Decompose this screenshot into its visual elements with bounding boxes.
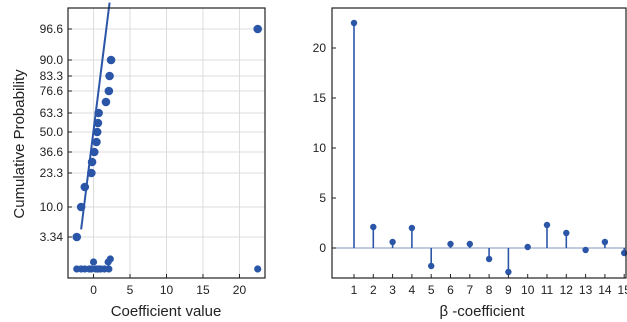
- probability-plot-y-label: Cumulative Probability: [11, 69, 28, 219]
- probability-plot-x-label: Coefficient value: [111, 303, 222, 320]
- stem-head-5: [428, 262, 435, 270]
- data-point-6: [92, 137, 101, 147]
- y-tick-label-5: 63.3: [40, 106, 64, 120]
- stem-head-2: [370, 223, 377, 231]
- data-point-11: [104, 86, 114, 96]
- probability-plot-marks: [72, 2, 263, 273]
- x-tick-label-2: 2: [370, 283, 377, 297]
- stem-head-14: [601, 238, 609, 246]
- data-point-2: [80, 182, 90, 192]
- y-tick-label-9: 96.6: [40, 22, 64, 36]
- x-tick-label-6: 6: [447, 283, 454, 297]
- x-tick-label-14: 14: [598, 283, 612, 297]
- data-point-1: [76, 202, 86, 212]
- y-tick-label-6: 76.6: [40, 84, 64, 98]
- y-tick-label-2: 10: [313, 141, 327, 155]
- bottom-point-12: [105, 265, 113, 273]
- probability-plot-y-ticks: 3.34 10.0 23.3 36.6 50.0 63.3 76.683.3 90.0 96.6: [40, 22, 72, 244]
- data-point-7: [92, 127, 102, 137]
- stem-head-13: [582, 246, 589, 254]
- data-point-9: [94, 108, 103, 118]
- y-tick-label-4: 20: [313, 41, 327, 55]
- stem-head-4: [408, 224, 416, 232]
- x-tick-label-4: 4: [409, 283, 416, 297]
- bottom-point-14: [254, 265, 262, 273]
- x-tick-label-15: 15: [618, 283, 627, 297]
- stem-plot-frame: [331, 7, 627, 279]
- stem-head-10: [524, 243, 531, 251]
- stem-head-6: [447, 240, 454, 248]
- x-tick-label-1: 1: [351, 283, 358, 297]
- data-point-0: [72, 232, 82, 242]
- data-point-5: [89, 147, 99, 157]
- fit-line: [80, 2, 111, 230]
- stem-plot-x-label: β -coefficient: [439, 303, 525, 320]
- y-tick-label-4: 50.0: [40, 125, 64, 139]
- x-tick-label-2: 10: [160, 283, 174, 297]
- data-point-4: [87, 157, 97, 167]
- stem-head-11: [543, 221, 551, 229]
- data-point-13: [106, 55, 116, 65]
- y-tick-label-2: 23.3: [40, 166, 64, 180]
- y-tick-label-1: 5: [319, 191, 326, 205]
- x-tick-label-7: 7: [466, 283, 473, 297]
- y-tick-label-8: 90.0: [40, 53, 64, 67]
- stem-head-1: [350, 19, 358, 27]
- x-tick-label-4: 20: [233, 283, 247, 297]
- y-tick-label-3: 15: [313, 91, 327, 105]
- data-point-14: [253, 24, 263, 34]
- bottom-point-13: [106, 255, 114, 263]
- stem-head-3: [389, 238, 396, 246]
- data-point-3: [87, 168, 96, 178]
- x-tick-label-9: 9: [505, 283, 512, 297]
- x-tick-label-13: 13: [579, 283, 593, 297]
- stem-plot-marks: [332, 19, 627, 276]
- x-tick-label-5: 5: [428, 283, 435, 297]
- x-tick-label-10: 10: [521, 283, 535, 297]
- y-tick-label-3: 36.6: [40, 145, 64, 159]
- stem-head-9: [505, 268, 512, 276]
- data-point-12: [105, 71, 114, 81]
- x-tick-label-12: 12: [560, 283, 574, 297]
- x-tick-label-11: 11: [541, 283, 554, 297]
- y-tick-label-0: 0: [319, 241, 326, 255]
- x-tick-label-3: 15: [196, 283, 210, 297]
- y-tick-label-1: 10.0: [40, 200, 64, 214]
- x-tick-label-0: 0: [90, 283, 97, 297]
- bottom-point-5: [89, 258, 98, 266]
- x-tick-label-3: 3: [389, 283, 396, 297]
- x-tick-label-1: 5: [127, 283, 134, 297]
- data-point-10: [101, 97, 111, 107]
- y-tick-label-7: 83.3: [40, 69, 64, 83]
- probability-plot-x-ticks: 0 5 10 15 20: [90, 274, 246, 297]
- stem-head-12: [563, 229, 570, 237]
- data-point-8: [93, 118, 103, 128]
- stem-head-7: [466, 240, 473, 248]
- probability-plot-panel: 0 5 10 15 20 3.34 10.0 23.3 36.6 50.0 63.3 76.683.…: [11, 2, 266, 320]
- y-tick-label-0: 3.34: [40, 230, 64, 244]
- stem-plot-y-ticks: 0 5 10 15 20: [313, 41, 336, 255]
- stem-head-8: [485, 255, 493, 263]
- stem-plot-x-ticks: 123456789101112131415: [351, 274, 627, 297]
- x-tick-label-8: 8: [486, 283, 493, 297]
